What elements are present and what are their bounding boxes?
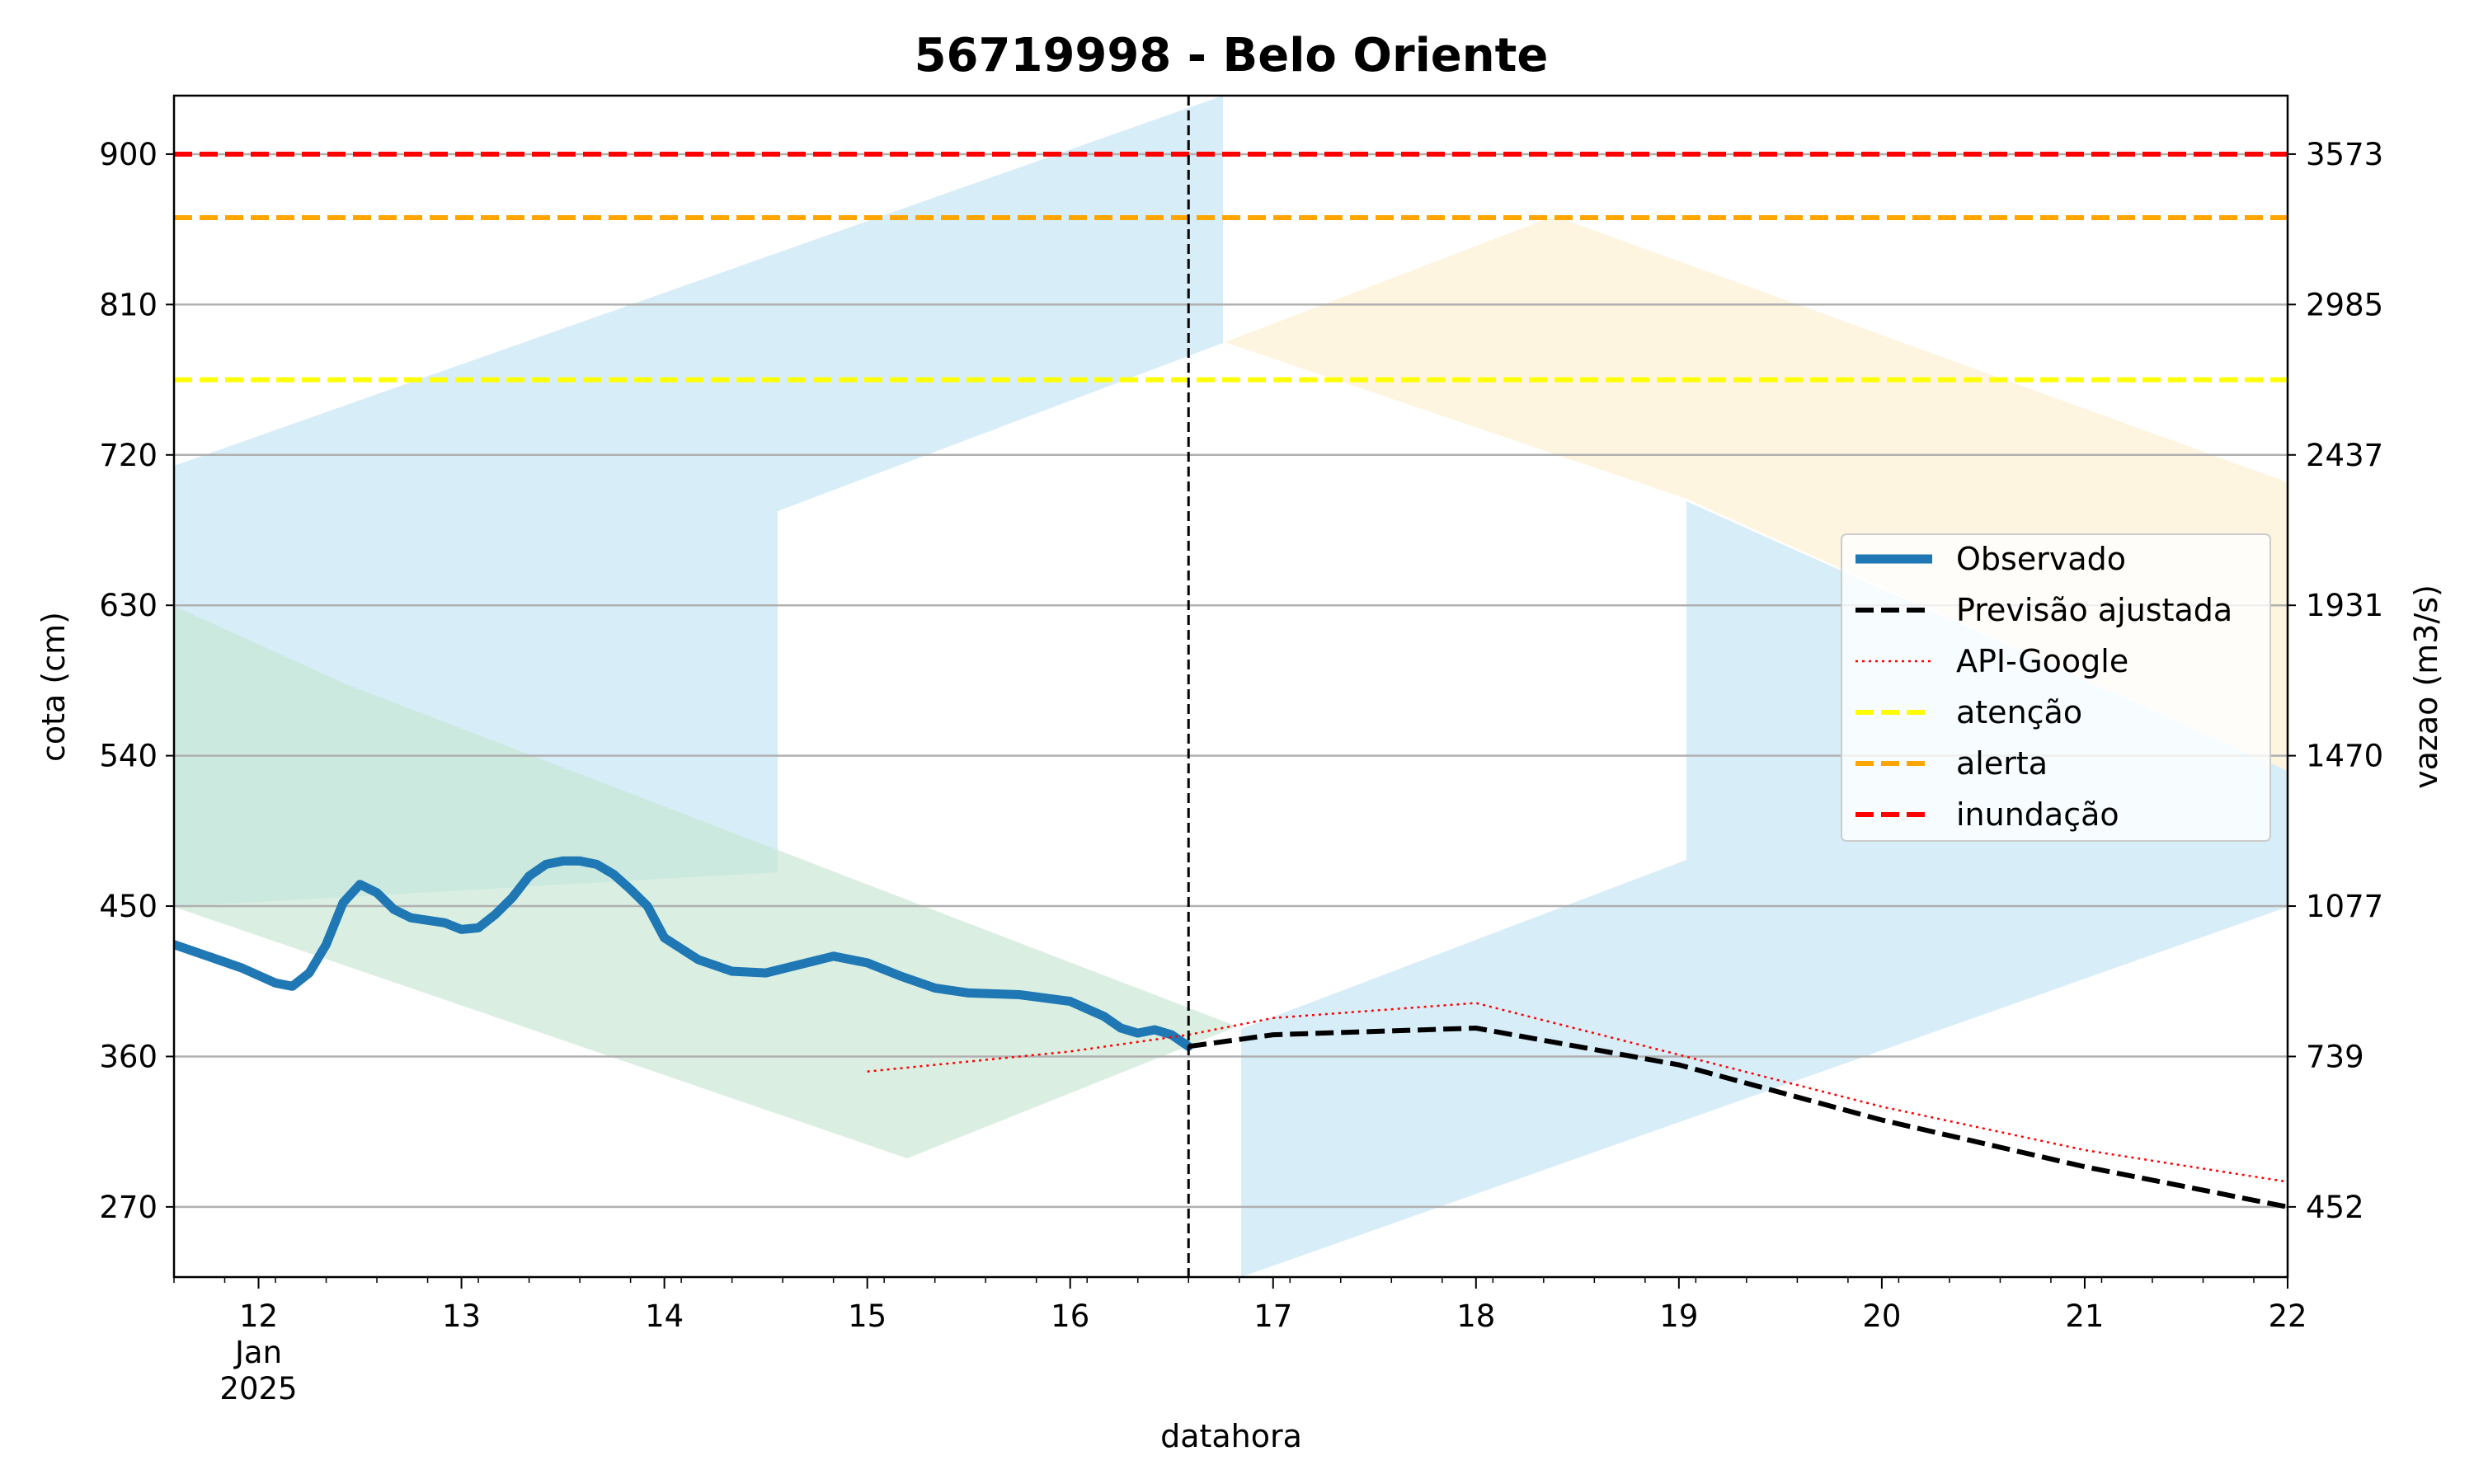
chart-title: 56719998 - Belo Oriente [915, 29, 1549, 82]
x-tick-label: 22 [2268, 1298, 2307, 1334]
y-axis-label: cota (cm) [35, 612, 72, 762]
x-tick-label: 19 [1659, 1298, 1698, 1334]
y-axis-left: 270 360 450 540 630 720 810 900 [99, 137, 174, 1225]
x-tick-month: Jan [233, 1335, 282, 1370]
x-tick-label: 18 [1456, 1298, 1495, 1334]
y2-tick-label: 1931 [2306, 588, 2383, 623]
legend-label-alerta: alerta [1956, 745, 2048, 782]
y2-tick-label: 3573 [2306, 137, 2383, 172]
threshold-lines [174, 151, 2288, 383]
x-axis-label: datahora [1160, 1418, 1302, 1454]
x-tick-label: 15 [848, 1298, 887, 1334]
y-tick-label: 270 [99, 1190, 158, 1225]
y2-tick-label: 1470 [2306, 739, 2383, 774]
y-tick-label: 810 [99, 287, 158, 322]
y2-axis-label: vazao (m3/s) [2408, 585, 2444, 789]
y2-tick-label: 2985 [2306, 287, 2383, 322]
legend-label-api-google: API-Google [1956, 643, 2128, 679]
legend: Observado Previsão ajustada API-Google aten… [1841, 533, 2271, 842]
x-tick-label: 20 [1862, 1298, 1901, 1334]
y2-tick-label: 739 [2306, 1039, 2364, 1074]
watermark-shape-left [174, 606, 1237, 1158]
y-tick-label: 450 [99, 889, 158, 924]
legend-label-aten-o: atenção [1956, 694, 2082, 730]
x-tick-label: 12 [239, 1298, 278, 1334]
watermark-logo [174, 96, 2288, 1277]
series-line-observado [174, 856, 1193, 1051]
y-tick-label: 720 [99, 438, 158, 473]
y-axis-right: 452 739 1077 1470 1931 2437 2985 3573 [2288, 137, 2383, 1225]
y2-tick-label: 452 [2306, 1190, 2364, 1225]
plot-frame [172, 94, 2289, 1279]
x-tick-label: 13 [442, 1298, 481, 1334]
grid-lines [174, 153, 2288, 1209]
series-line-previs-o-ajustada [1188, 1026, 2288, 1209]
y-tick-label: 630 [99, 588, 158, 623]
y-tick-label: 360 [99, 1039, 158, 1074]
y-tick-label: 900 [99, 137, 158, 172]
x-tick-label: 14 [645, 1298, 684, 1334]
x-tick-label: 16 [1051, 1298, 1089, 1334]
y-tick-label: 540 [99, 739, 158, 774]
legend-box [1841, 533, 2271, 842]
y2-tick-label: 1077 [2306, 889, 2383, 924]
legend-label-inunda-o: inundação [1956, 796, 2119, 833]
series-lines [174, 856, 2288, 1209]
x-tick-label: 21 [2065, 1298, 2104, 1334]
x-tick-year: 2025 [219, 1371, 297, 1407]
legend-label-previs-o-ajustada: Previsão ajustada [1956, 592, 2232, 628]
legend-label-observado: Observado [1956, 541, 2126, 577]
x-tick-label: 17 [1253, 1298, 1292, 1334]
watermark-shape-top-left [174, 96, 1223, 907]
y2-tick-label: 2437 [2306, 438, 2383, 473]
